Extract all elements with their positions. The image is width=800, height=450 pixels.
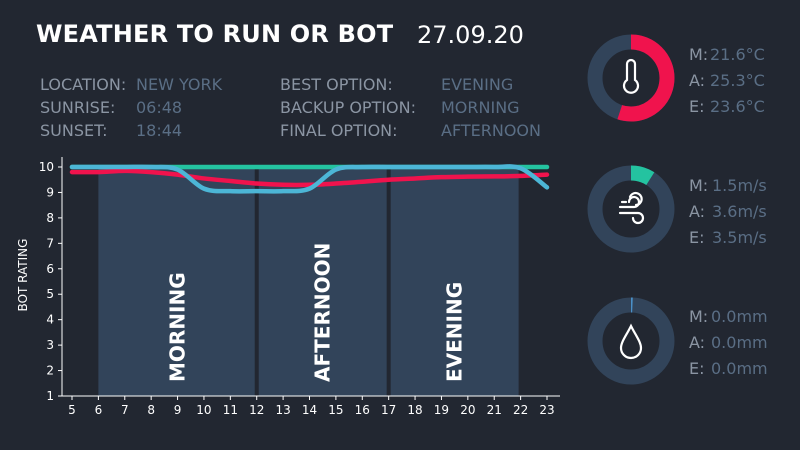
rating-lines [69,164,550,194]
x-tick-label: 22 [513,403,528,417]
wind-values: M: 1.5m/s A: 3.6m/s E: 3.5m/s [689,173,789,251]
precip-afternoon-label: A: [689,333,706,352]
sunset-label: SUNSET: [40,121,108,140]
band-label-morning: MORNING [166,272,190,382]
y-axis-label: BOT RATING [16,239,30,312]
x-tick-label: 13 [275,403,290,417]
x-tick-label: 7 [121,403,129,417]
temp-evening-value: 23.6°C [710,97,765,116]
sunrise-value: 06:48 [136,98,183,117]
y-tick-label: 2 [46,364,54,378]
x-tick-label: 12 [249,403,264,417]
sunrise-label: SUNRISE: [40,98,116,117]
x-tick-label: 11 [223,403,238,417]
y-tick-label: 3 [46,338,54,352]
x-tick-label: 18 [407,403,422,417]
band-evening [390,167,519,396]
best-option-label: BEST OPTION: [280,75,393,94]
x-tick-label: 17 [381,403,396,417]
x-tick-label: 8 [147,403,155,417]
date-label: 27.09.20 [417,21,524,49]
temp-morning-label: M: [689,45,709,64]
wind-afternoon-label: A: [689,202,706,221]
y-tick-label: 8 [46,211,54,225]
band-afternoon [258,167,387,396]
x-tick-label: 9 [174,403,182,417]
best-option-value: EVENING [441,75,514,94]
info-left: LOCATION: NEW YORK SUNRISE: 06:48 SUNSET… [40,73,260,143]
series-wind [69,164,550,194]
temperature-values: M: 21.6°C A: 25.3°C E: 23.6°C [689,42,789,120]
series-temperature [69,168,550,188]
final-option-value: AFTERNOON [441,121,541,140]
temp-afternoon-label: A: [689,71,706,90]
info-right: BEST OPTION: EVENING BACKUP OPTION: MORN… [280,73,570,143]
final-option-label: FINAL OPTION: [280,121,398,140]
wind-evening-label: E: [689,228,705,247]
temp-afternoon-value: 25.3°C [710,71,765,90]
wind-morning-label: M: [689,176,709,195]
x-tick-label: 21 [487,403,502,417]
location-value: NEW YORK [136,75,223,94]
wind-afternoon-value: 3.6m/s [712,202,767,221]
precip-evening-label: E: [689,359,705,378]
precip-evening-value: 0.0mm [711,359,768,378]
time-bands: MORNING AFTERNOON EVENING [98,167,519,396]
x-tick-label: 6 [95,403,103,417]
y-tick-label: 9 [46,185,54,199]
x-tick-label: 16 [355,403,370,417]
x-tick-label: 23 [539,403,554,417]
wind-morning-value: 1.5m/s [712,176,767,195]
x-tick-label: 19 [434,403,449,417]
backup-option-label: BACKUP OPTION: [280,98,417,117]
wind-evening-value: 3.5m/s [712,228,767,247]
x-tick-label: 15 [328,403,343,417]
sunset-value: 18:44 [136,121,183,140]
temp-evening-label: E: [689,97,705,116]
y-tick-label: 5 [46,287,54,301]
y-tick-label: 7 [46,236,54,250]
y-tick-label: 1 [46,389,54,403]
precip-afternoon-value: 0.0mm [711,333,768,352]
band-label-evening: EVENING [443,282,467,382]
x-tick-label: 10 [196,403,211,417]
x-tick-label: 14 [302,403,317,417]
y-tick-label: 6 [46,262,54,276]
y-tick-label: 4 [46,313,54,327]
backup-option-value: MORNING [441,98,520,117]
x-tick-label: 20 [460,403,475,417]
band-label-afternoon: AFTERNOON [311,243,335,382]
precip-morning-value: 0.0mm [711,307,768,326]
page-title: WEATHER TO RUN OR BOT [36,20,394,48]
band-morning [98,167,255,396]
chart-axes: 5 6 7 8 9 10 11 12 13 14 15 16 17 18 19 20 21 22 231234567… [39,157,560,417]
precip-morning-label: M: [689,307,709,326]
y-tick-label: 10 [39,160,54,174]
temp-morning-value: 21.6°C [710,45,765,64]
location-label: LOCATION: [40,75,127,94]
precipitation-values: M: 0.0mm A: 0.0mm E: 0.0mm [689,304,789,382]
x-tick-label: 5 [68,403,76,417]
